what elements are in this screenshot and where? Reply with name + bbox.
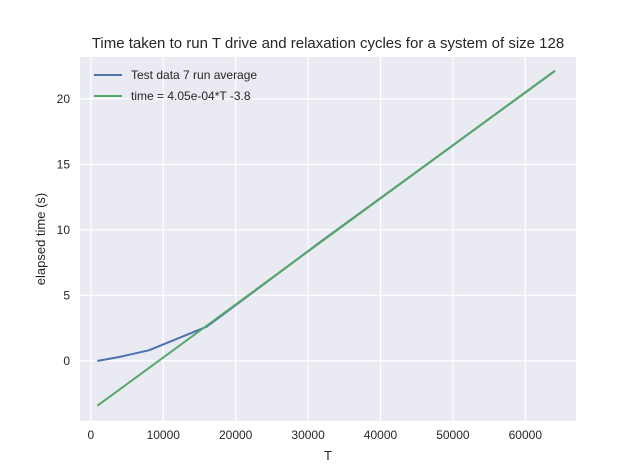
y-tick-label: 10 — [57, 223, 71, 237]
x-tick-label: 60000 — [509, 428, 543, 442]
legend-label-test-data: Test data 7 run average — [131, 68, 257, 82]
y-tick-label: 5 — [63, 288, 70, 302]
x-tick-label: 40000 — [364, 428, 398, 442]
series-line-fit — [97, 70, 556, 407]
legend-label-fit: time = 4.05e-04*T -3.8 — [131, 89, 251, 103]
y-tick-label: 0 — [63, 354, 70, 368]
tick-labels: 0 10000 20000 30000 40000 50000 60000 0 5 10 15 20 — [57, 92, 543, 442]
x-axis-label: T — [324, 448, 332, 463]
plot-area — [80, 57, 576, 421]
y-tick-label: 15 — [57, 157, 71, 171]
y-tick-label: 20 — [57, 92, 71, 106]
chart-title: Time taken to run T drive and relaxation… — [92, 35, 564, 52]
y-axis-label: elapsed time (s) — [33, 193, 48, 285]
x-tick-label: 0 — [88, 428, 95, 442]
x-tick-label: 10000 — [147, 428, 181, 442]
series-layer — [97, 70, 556, 407]
x-tick-label: 30000 — [291, 428, 325, 442]
legend: Test data 7 run average time = 4.05e-04*… — [94, 68, 257, 103]
x-tick-label: 20000 — [219, 428, 253, 442]
x-tick-label: 50000 — [436, 428, 470, 442]
grid — [80, 57, 576, 421]
